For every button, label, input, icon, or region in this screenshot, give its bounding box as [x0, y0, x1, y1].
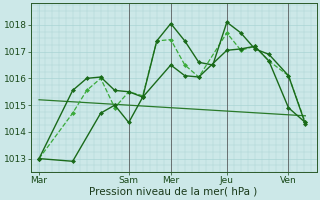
- X-axis label: Pression niveau de la mer( hPa ): Pression niveau de la mer( hPa ): [90, 187, 258, 197]
